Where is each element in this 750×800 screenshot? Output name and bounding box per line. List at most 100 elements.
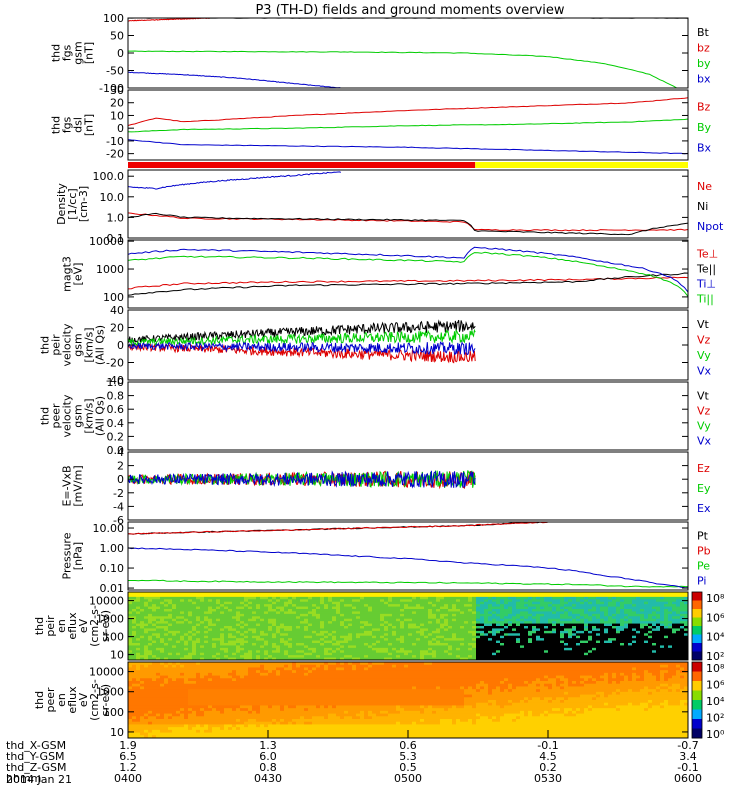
series-line-Ey	[128, 470, 476, 488]
legend-entry: Pi	[697, 575, 706, 588]
colorbar-segment	[692, 728, 702, 739]
colorbar-tick-label: 10²	[706, 650, 724, 663]
y-tick-label: -4	[113, 500, 124, 513]
series-line-Vx	[128, 341, 476, 356]
x-tick-label: -0.7	[677, 739, 698, 752]
y-tick-label: 100	[103, 291, 124, 304]
y-tick-label: 1000	[96, 613, 124, 626]
x-tick-label: 0430	[254, 772, 282, 785]
legend-entry: Ti⊥	[696, 278, 716, 291]
legend-entry: Pb	[697, 545, 711, 558]
y-axis-label: fgs	[61, 44, 74, 61]
colorbar-frame	[691, 591, 703, 661]
legend-entry: Te||	[696, 263, 716, 276]
y-tick-label: 100.0	[93, 170, 125, 183]
series-line-Te⊥	[128, 276, 688, 290]
y-tick-label: 0.6	[107, 403, 125, 416]
y-tick-label: 0	[117, 122, 124, 135]
y-axis-label: gsm	[72, 333, 85, 356]
spectrogram-peer_spectrogram	[128, 662, 688, 738]
colorbar-segment	[692, 700, 702, 710]
legend-entry: Ey	[697, 482, 711, 495]
x-tick-label: 0400	[114, 772, 142, 785]
colorbar-segment	[692, 634, 702, 644]
series-line-Ex	[128, 470, 476, 489]
x-axis-row-label: hhmm	[6, 772, 41, 785]
x-tick-label: -0.1	[537, 739, 558, 752]
y-tick-label: 100	[103, 706, 124, 719]
series-line-Ti⊥	[128, 246, 688, 293]
y-tick-label: -40	[106, 374, 124, 387]
mode-bar-segment	[128, 162, 476, 168]
y-axis-label: Density	[55, 183, 68, 225]
colorbar-tick-label: 10⁴	[706, 631, 725, 644]
y-tick-label: 100	[103, 12, 124, 25]
legend-entry: By	[697, 121, 712, 134]
y-tick-label: 10000	[89, 595, 124, 608]
panel-frame	[127, 89, 689, 161]
series-line-bz	[128, 18, 212, 22]
colorbar-segment	[692, 671, 702, 682]
y-tick-label: 0	[117, 339, 124, 352]
y-tick-label: 20	[110, 322, 124, 335]
y-axis-label: eflux	[66, 686, 79, 714]
y-axis-label: en	[55, 619, 68, 633]
y-tick-label: -50	[106, 65, 124, 78]
legend-entry: Bx	[697, 142, 712, 155]
x-tick-label: 0.2	[539, 761, 557, 774]
series-line-by	[128, 50, 678, 88]
panel-e_field: 420-2-4-6 E=-VxB[mV/m] Ez Ey Ex	[61, 446, 711, 527]
colorbar-tick-label: 10⁴	[706, 695, 725, 708]
x-tick-label: 0500	[394, 772, 422, 785]
y-tick-label: -2	[113, 487, 124, 500]
x-axis-row-label: thd_Y-GSM	[6, 750, 65, 763]
colorbar-segment	[692, 626, 702, 635]
legend-entry: Pe	[697, 560, 710, 573]
y-axis-label: peer	[50, 403, 63, 429]
x-axis-row-label: thd_X-GSM	[6, 739, 66, 752]
colorbar-segment	[692, 690, 702, 701]
series-line-Bz	[128, 97, 688, 126]
legend-entry: Npot	[697, 220, 724, 233]
figure-title: P3 (TH-D) fields and ground moments over…	[255, 3, 564, 18]
y-axis-label: thd	[39, 407, 52, 425]
y-tick-label: 0	[117, 47, 124, 60]
panel-peir_velocity: 40 20 0 -20 -40 thdpeirvelocitygsm[km/s](All …	[39, 304, 712, 387]
y-axis-label: eV	[77, 618, 90, 633]
x-tick-label: 1.9	[119, 739, 137, 752]
colorbar-segment	[692, 662, 702, 672]
y-tick-label: 20	[110, 97, 124, 110]
series-line-Pi	[128, 547, 688, 589]
legend-entry: Ne	[697, 180, 712, 193]
series-line-Ti||	[128, 251, 688, 297]
legend-entry: Vt	[697, 390, 710, 403]
series-line-By	[128, 118, 688, 133]
legend-entry: bx	[697, 72, 711, 85]
x-tick-label: -0.1	[677, 761, 698, 774]
y-tick-label: -10	[106, 135, 124, 148]
y-axis-label: sr-eV)	[99, 684, 112, 716]
y-axis-label: [mV/m]	[72, 465, 85, 506]
y-tick-label: 50	[110, 30, 124, 43]
legend-entry: Ti||	[696, 293, 714, 306]
series-line-Bx	[128, 139, 688, 155]
y-tick-label: 0.0	[107, 444, 125, 457]
panel-peir_spectrogram: 10⁸ 10⁶ 10⁴ 10² 10000 1000 100 10 thdpeireneflux…	[33, 591, 725, 663]
y-tick-label: 1.0	[107, 211, 125, 224]
panel-frame	[127, 451, 689, 521]
panel-frame	[127, 521, 689, 591]
series-line-Ne	[128, 212, 688, 232]
legend-entry: Ez	[697, 462, 710, 475]
y-tick-label: 0.2	[107, 430, 125, 443]
panel-temperature: 10000 1000 100 magt3[eV] Te⊥ Te|| Ti⊥ Ti||	[61, 235, 718, 309]
legend-entry: Bt	[697, 26, 710, 39]
x-tick-label: 1.3	[259, 739, 277, 752]
colorbar-segment	[692, 643, 702, 652]
y-axis-label: gsm	[72, 41, 85, 64]
colorbar-tick-label: 10⁶	[706, 611, 725, 624]
y-axis-label: dsl	[72, 117, 85, 133]
x-axis-row-label: thd_Z-GSM	[6, 761, 66, 774]
